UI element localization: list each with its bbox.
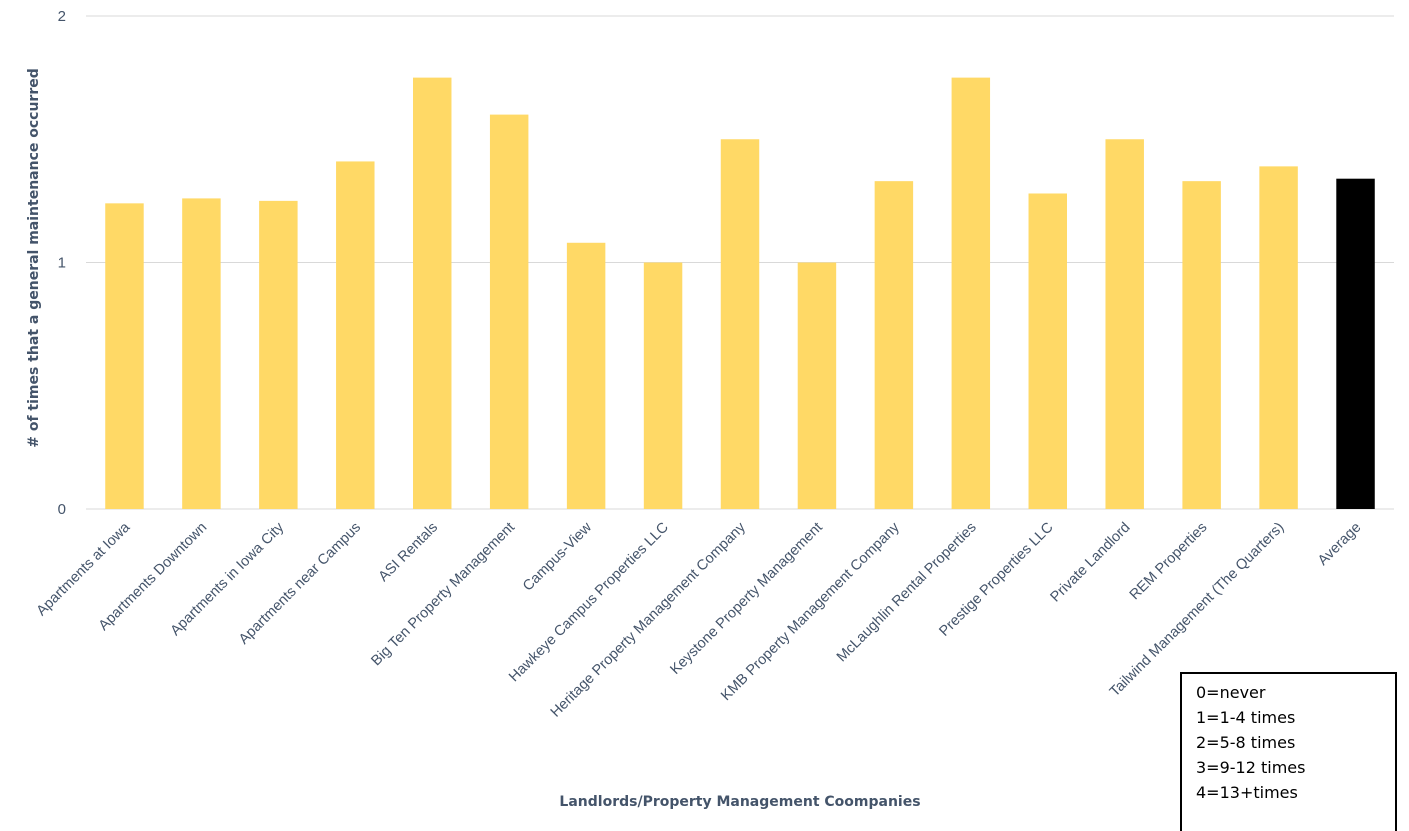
x-category-label: ASI Rentals bbox=[376, 520, 441, 585]
bar-12 bbox=[1028, 193, 1067, 510]
bar-8 bbox=[720, 139, 760, 509]
x-category-label: REM Properties bbox=[1127, 520, 1211, 604]
bar-11 bbox=[951, 77, 991, 509]
legend-line-9-12: 3=9-12 times bbox=[1196, 758, 1306, 777]
legend-line-13-plus: 4=13+times bbox=[1196, 783, 1298, 802]
legend-line-5-8: 2=5-8 times bbox=[1196, 733, 1296, 752]
bar-0 bbox=[105, 203, 144, 509]
bar-16 bbox=[1336, 178, 1375, 509]
x-category-label: Private Landlord bbox=[1048, 520, 1134, 606]
bar-14 bbox=[1182, 181, 1221, 509]
bar-15 bbox=[1259, 166, 1298, 510]
y-tick-label: 0 bbox=[58, 501, 66, 518]
bar-7 bbox=[643, 262, 683, 509]
bar-2 bbox=[259, 200, 298, 509]
x-category-label: McLaughlin Rental Properties bbox=[834, 520, 980, 666]
x-category-label: Average bbox=[1315, 520, 1364, 569]
bar-6 bbox=[566, 242, 606, 509]
bar-5 bbox=[489, 114, 529, 509]
bar-3 bbox=[336, 161, 375, 509]
bar-4 bbox=[413, 77, 452, 509]
legend-line-1-4: 1=1-4 times bbox=[1196, 708, 1296, 727]
bar-10 bbox=[874, 181, 914, 509]
bars bbox=[105, 77, 1375, 510]
legend-box: 0=never 1=1-4 times 2=5-8 times 3=9-12 t… bbox=[1180, 672, 1397, 831]
bar-13 bbox=[1105, 139, 1144, 509]
y-axis-ticks: 0 1 2 bbox=[58, 8, 66, 518]
x-category-label: Apartments near Campus bbox=[236, 520, 364, 648]
y-tick-label: 2 bbox=[58, 8, 66, 25]
bar-1 bbox=[182, 198, 221, 509]
x-category-label: Big Ten Property Management bbox=[368, 520, 518, 670]
legend-line-never: 0=never bbox=[1196, 683, 1266, 702]
y-tick-label: 1 bbox=[58, 255, 66, 272]
y-axis-title: # of times that a general maintenance oc… bbox=[26, 68, 42, 448]
x-axis-title: Landlords/Property Management Coompanies bbox=[559, 794, 920, 810]
x-category-label: Campus-View bbox=[520, 519, 595, 594]
bar-9 bbox=[797, 262, 837, 509]
x-category-label: Keystone Property Management bbox=[667, 520, 825, 678]
x-category-label: Hawkeye Campus Properties LLC bbox=[506, 520, 672, 686]
